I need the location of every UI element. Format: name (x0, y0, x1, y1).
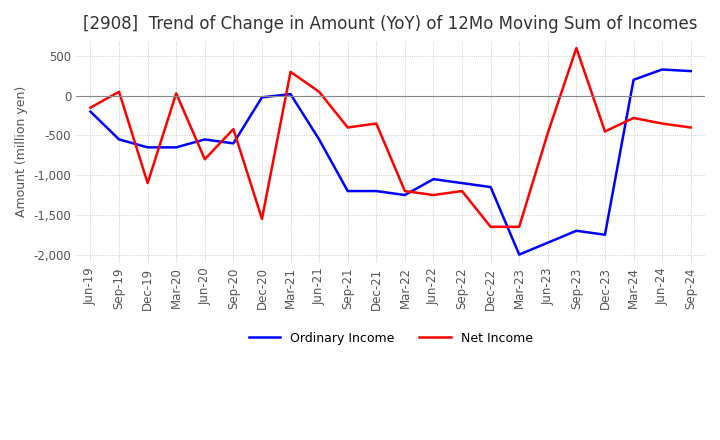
Ordinary Income (114, 137, 123, 142)
Title: [2908]  Trend of Change in Amount (YoY) of 12Mo Moving Sum of Incomes: [2908] Trend of Change in Amount (YoY) o… (84, 15, 698, 33)
Ordinary Income (658, 67, 667, 72)
Net Income (200, 157, 209, 162)
Ordinary Income (258, 95, 266, 100)
Line: Ordinary Income: Ordinary Income (91, 70, 690, 255)
Net Income (372, 121, 381, 126)
Net Income (458, 188, 467, 194)
Ordinary Income (544, 240, 552, 246)
Ordinary Income (515, 252, 523, 257)
Net Income (400, 188, 409, 194)
Ordinary Income (629, 77, 638, 82)
Net Income (544, 130, 552, 136)
Ordinary Income (287, 92, 295, 97)
Ordinary Income (86, 109, 95, 114)
Net Income (429, 192, 438, 198)
Ordinary Income (572, 228, 581, 233)
Ordinary Income (200, 137, 209, 142)
Net Income (315, 89, 323, 95)
Net Income (343, 125, 352, 130)
Net Income (143, 180, 152, 186)
Ordinary Income (343, 188, 352, 194)
Ordinary Income (600, 232, 609, 238)
Ordinary Income (686, 69, 695, 74)
Net Income (287, 69, 295, 74)
Ordinary Income (429, 176, 438, 182)
Ordinary Income (372, 188, 381, 194)
Net Income (658, 121, 667, 126)
Net Income (258, 216, 266, 221)
Ordinary Income (458, 180, 467, 186)
Ordinary Income (229, 141, 238, 146)
Net Income (172, 91, 181, 96)
Net Income (486, 224, 495, 229)
Net Income (515, 224, 523, 229)
Ordinary Income (143, 145, 152, 150)
Line: Net Income: Net Income (91, 48, 690, 227)
Net Income (600, 129, 609, 134)
Net Income (686, 125, 695, 130)
Ordinary Income (400, 192, 409, 198)
Y-axis label: Amount (million yen): Amount (million yen) (15, 86, 28, 217)
Net Income (114, 89, 123, 95)
Net Income (572, 45, 581, 51)
Ordinary Income (172, 145, 181, 150)
Net Income (629, 115, 638, 121)
Net Income (229, 126, 238, 132)
Ordinary Income (486, 184, 495, 190)
Ordinary Income (315, 137, 323, 142)
Net Income (86, 105, 95, 110)
Legend: Ordinary Income, Net Income: Ordinary Income, Net Income (243, 327, 538, 350)
